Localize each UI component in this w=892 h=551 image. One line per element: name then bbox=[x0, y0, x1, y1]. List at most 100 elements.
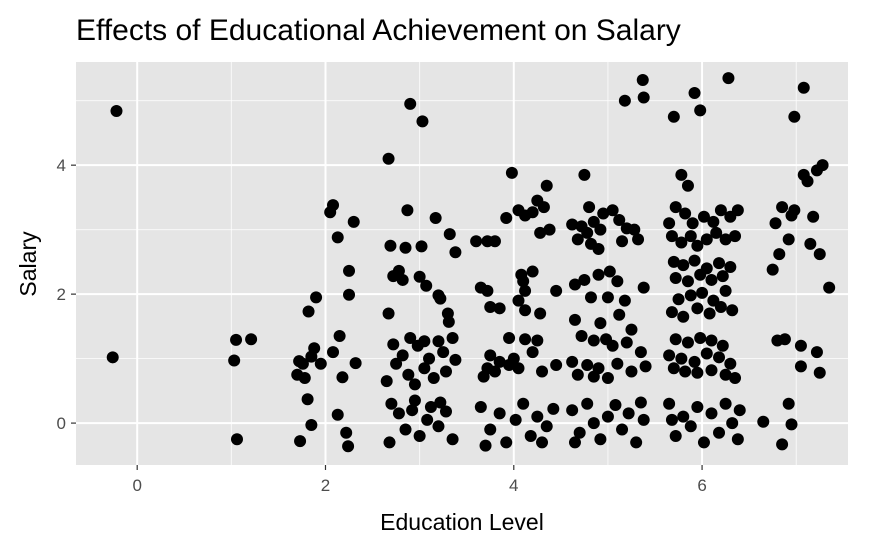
data-point bbox=[484, 423, 497, 436]
data-point bbox=[575, 330, 588, 343]
data-point bbox=[547, 402, 560, 415]
data-point bbox=[446, 433, 459, 446]
data-point bbox=[713, 257, 726, 270]
data-point bbox=[439, 405, 452, 418]
data-point bbox=[788, 204, 801, 217]
data-point bbox=[392, 407, 405, 420]
data-point bbox=[106, 351, 119, 364]
data-point bbox=[519, 284, 532, 297]
data-point bbox=[601, 371, 614, 384]
data-point bbox=[697, 436, 710, 449]
data-point bbox=[536, 436, 549, 449]
data-point bbox=[587, 417, 600, 430]
data-point bbox=[578, 168, 591, 181]
data-point bbox=[630, 436, 643, 449]
data-point bbox=[484, 349, 497, 362]
data-point bbox=[509, 413, 522, 426]
data-point bbox=[603, 265, 616, 278]
data-point bbox=[681, 275, 694, 288]
data-point bbox=[722, 72, 735, 85]
data-point bbox=[665, 230, 678, 243]
data-point bbox=[526, 346, 539, 359]
data-point bbox=[404, 331, 417, 344]
data-point bbox=[724, 357, 737, 370]
y-tick-label: 2 bbox=[57, 285, 66, 304]
data-point bbox=[669, 201, 682, 214]
data-point bbox=[729, 371, 742, 384]
data-point bbox=[719, 233, 732, 246]
data-point bbox=[331, 231, 344, 244]
data-point bbox=[404, 97, 417, 110]
data-point bbox=[380, 375, 393, 388]
data-point bbox=[691, 400, 704, 413]
data-point bbox=[384, 239, 397, 252]
data-point bbox=[773, 248, 786, 261]
data-point bbox=[408, 394, 421, 407]
data-point bbox=[597, 207, 610, 220]
data-point bbox=[336, 371, 349, 384]
data-point bbox=[667, 110, 680, 123]
data-point bbox=[611, 275, 624, 288]
data-point bbox=[816, 159, 829, 172]
data-point bbox=[677, 410, 690, 423]
data-point bbox=[439, 365, 452, 378]
data-point bbox=[228, 354, 241, 367]
data-point bbox=[566, 404, 579, 417]
data-point bbox=[637, 413, 650, 426]
data-point bbox=[813, 248, 826, 261]
data-point bbox=[568, 436, 581, 449]
data-point bbox=[669, 429, 682, 442]
data-point bbox=[804, 237, 817, 250]
data-point bbox=[392, 264, 405, 277]
data-point bbox=[726, 304, 739, 317]
data-point bbox=[437, 346, 450, 359]
data-point bbox=[333, 330, 346, 343]
data-point bbox=[413, 429, 426, 442]
data-point bbox=[813, 366, 826, 379]
data-point bbox=[594, 223, 607, 236]
data-point bbox=[613, 213, 626, 226]
data-point bbox=[696, 286, 709, 299]
data-point bbox=[298, 371, 311, 384]
data-point bbox=[634, 396, 647, 409]
data-point bbox=[713, 351, 726, 364]
x-tick-label: 4 bbox=[509, 476, 518, 495]
data-point bbox=[587, 370, 600, 383]
data-point bbox=[449, 353, 462, 366]
data-point bbox=[618, 94, 631, 107]
data-point bbox=[536, 365, 549, 378]
data-point bbox=[347, 215, 360, 228]
data-point bbox=[443, 228, 456, 241]
data-point bbox=[785, 418, 798, 431]
data-point bbox=[663, 397, 676, 410]
data-point bbox=[794, 339, 807, 352]
x-tick-label: 2 bbox=[321, 476, 330, 495]
data-point bbox=[726, 417, 739, 430]
data-point bbox=[587, 334, 600, 347]
data-point bbox=[716, 339, 729, 352]
y-axis-ticks: 0 2 4 bbox=[57, 156, 76, 433]
data-point bbox=[681, 179, 694, 192]
data-point bbox=[797, 81, 810, 94]
data-point bbox=[517, 397, 530, 410]
data-point bbox=[675, 352, 688, 365]
data-point bbox=[729, 230, 742, 243]
data-point bbox=[684, 420, 697, 433]
data-point bbox=[488, 235, 501, 248]
data-point bbox=[543, 223, 556, 236]
data-point bbox=[402, 368, 415, 381]
data-point bbox=[493, 407, 506, 420]
data-point bbox=[526, 206, 539, 219]
data-point bbox=[618, 294, 631, 307]
x-tick-label: 6 bbox=[697, 476, 706, 495]
data-point bbox=[342, 440, 355, 453]
data-point bbox=[675, 236, 688, 249]
data-point bbox=[571, 368, 584, 381]
data-point bbox=[788, 110, 801, 123]
data-point bbox=[592, 268, 605, 281]
data-point bbox=[488, 365, 501, 378]
data-point bbox=[308, 342, 321, 355]
data-point bbox=[421, 413, 434, 426]
data-point bbox=[526, 265, 539, 278]
data-point bbox=[305, 419, 318, 432]
